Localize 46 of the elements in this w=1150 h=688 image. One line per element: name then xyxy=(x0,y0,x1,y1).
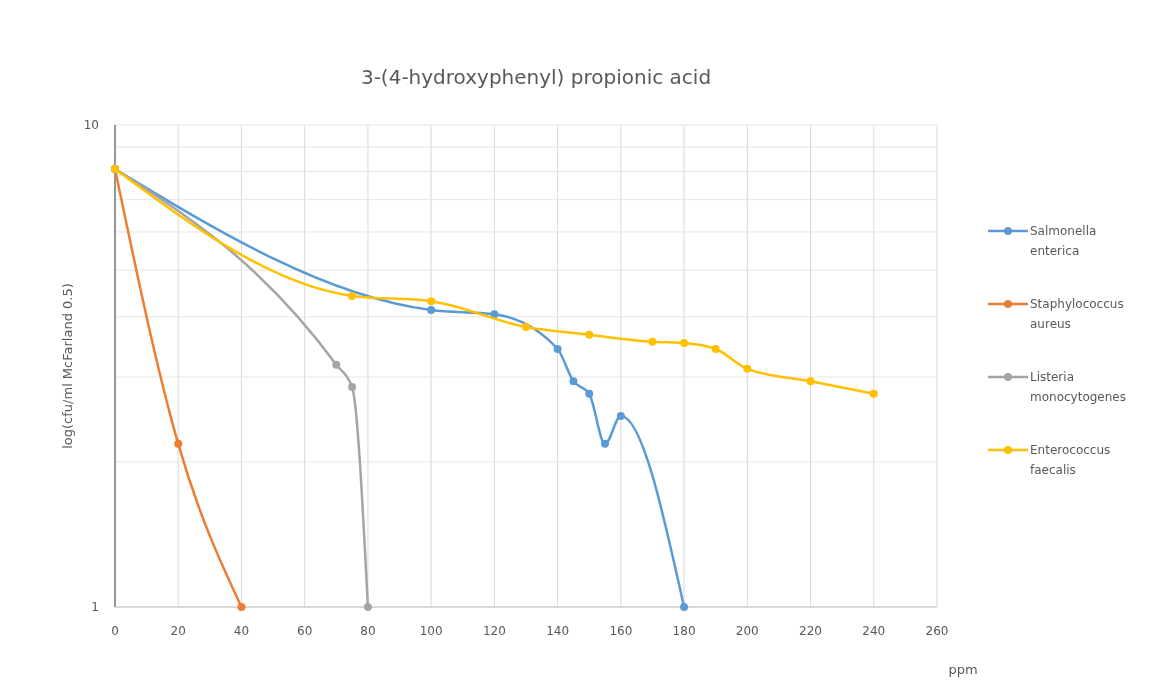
x-tick-label: 140 xyxy=(546,624,570,638)
legend-label: Staphylococcus aureus xyxy=(1030,297,1124,331)
chart-title: 3-(4-hydroxyphenyl) propionic acid xyxy=(360,65,712,89)
x-tick-label: 80 xyxy=(360,624,376,638)
point xyxy=(569,377,578,386)
y-tick-label: 10 xyxy=(83,118,99,132)
point xyxy=(332,360,341,369)
point xyxy=(363,603,372,611)
x-tick-label: 200 xyxy=(735,624,759,638)
point xyxy=(490,310,499,319)
x-tick-label: 40 xyxy=(233,624,250,638)
point xyxy=(869,389,878,398)
point xyxy=(174,439,183,448)
point xyxy=(522,323,530,331)
y-axis-title: log(cfu/ml McFarland 0.5) xyxy=(60,283,75,449)
legend-label: Enterococcus faecalis xyxy=(1030,443,1111,477)
x-tick-label: 0 xyxy=(111,624,119,638)
point xyxy=(806,377,815,386)
x-tick-label: 180 xyxy=(672,624,696,638)
point xyxy=(616,412,625,421)
point xyxy=(585,389,594,398)
x-tick-label: 240 xyxy=(862,624,886,638)
point xyxy=(553,345,562,353)
x-tick-label: 20 xyxy=(170,624,186,638)
x-tick-label: 60 xyxy=(297,624,313,638)
x-tick-label: 120 xyxy=(482,624,506,638)
x-tick-label: 260 xyxy=(925,624,949,638)
x-tick-label: 160 xyxy=(609,624,633,638)
point xyxy=(711,345,720,353)
point xyxy=(648,337,657,346)
point xyxy=(348,383,357,392)
legend-label: Listeria monocytogenes xyxy=(1030,370,1126,404)
x-axis-title: ppm xyxy=(948,662,978,677)
point xyxy=(585,330,594,339)
legend-label: Salmonella enterica xyxy=(1030,224,1097,258)
point xyxy=(601,439,610,448)
x-tick-label: 100 xyxy=(419,624,443,638)
point xyxy=(427,306,436,315)
point xyxy=(427,297,436,306)
point xyxy=(237,603,246,611)
x-tick-label: 220 xyxy=(799,624,822,638)
point xyxy=(680,338,689,347)
point xyxy=(680,603,689,611)
point xyxy=(348,291,357,300)
y-tick-label: 1 xyxy=(91,600,99,614)
point xyxy=(743,364,752,373)
